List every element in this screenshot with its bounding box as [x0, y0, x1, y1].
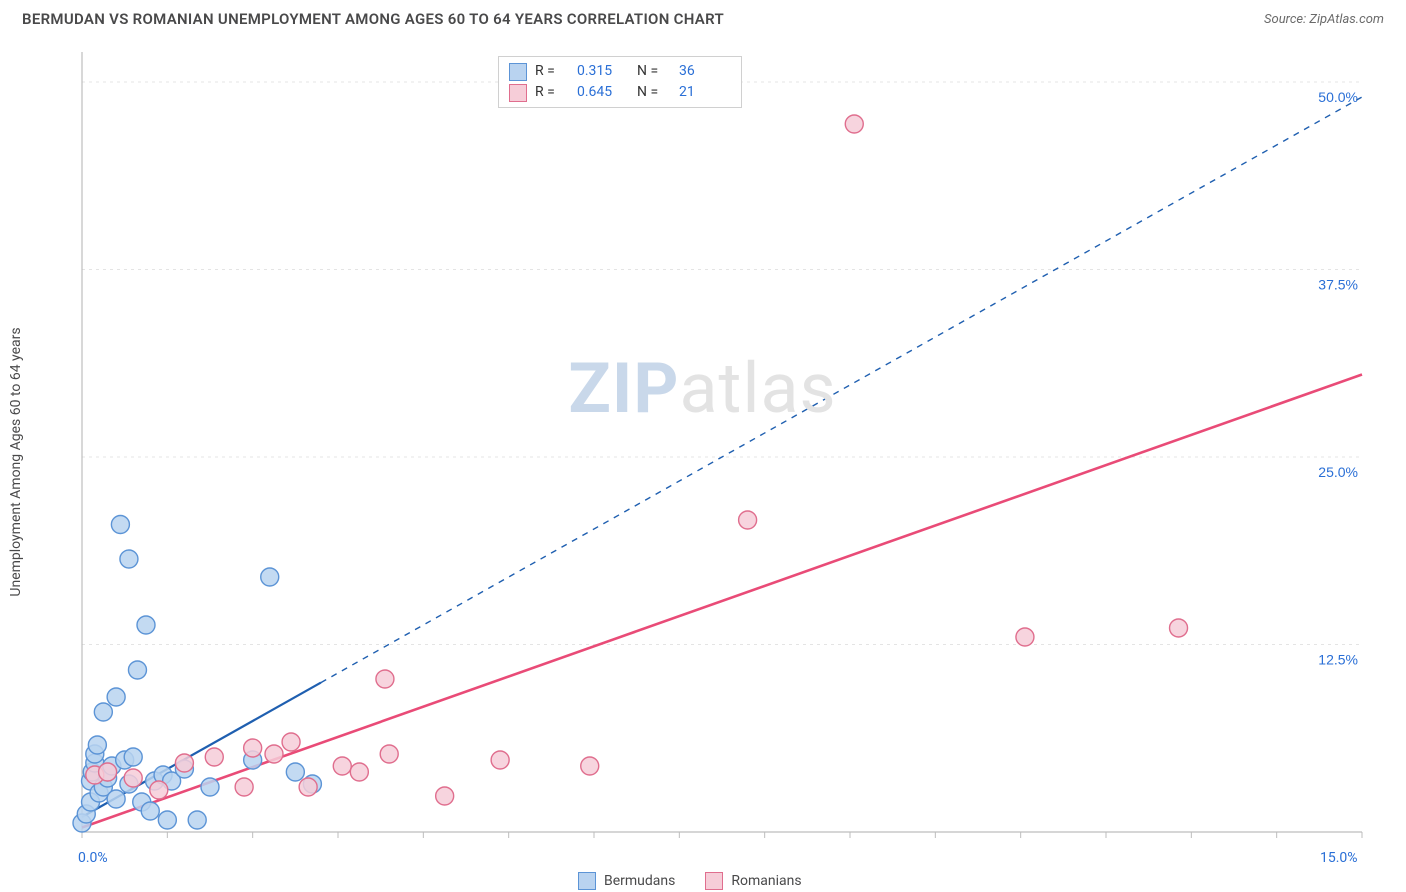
n-value: 21: [679, 82, 731, 103]
legend-row: R = 0.645 N = 21: [509, 82, 731, 103]
r-label: R =: [535, 61, 569, 82]
r-value: 0.315: [577, 61, 629, 82]
x-axis-max: 15.0%: [1320, 850, 1358, 866]
chart-source: Source: ZipAtlas.com: [1264, 12, 1384, 27]
n-label: N =: [637, 82, 671, 103]
y-tick-label: 37.5%: [1318, 277, 1358, 293]
legend-label: Romanians: [731, 873, 801, 889]
chart-title: BERMUDAN VS ROMANIAN UNEMPLOYMENT AMONG …: [22, 10, 724, 28]
legend-item: Romanians: [705, 872, 801, 890]
legend-swatch: [705, 872, 723, 890]
y-axis-label: Unemployment Among Ages 60 to 64 years: [8, 327, 24, 596]
r-value: 0.645: [577, 82, 629, 103]
legend-item: Bermudans: [578, 872, 675, 890]
legend-swatch: [509, 63, 527, 81]
legend-swatch: [509, 84, 527, 102]
x-axis-min: 0.0%: [78, 850, 108, 866]
n-label: N =: [637, 61, 671, 82]
chart-container: Unemployment Among Ages 60 to 64 years 1…: [22, 42, 1384, 882]
y-tick-label: 25.0%: [1318, 464, 1358, 480]
legend-row: R = 0.315 N = 36: [509, 61, 731, 82]
series-legend: Bermudans Romanians: [578, 872, 802, 890]
y-tick-label: 12.5%: [1318, 652, 1358, 668]
scatter-chart: 12.5%25.0%37.5%50.0%: [22, 42, 1382, 882]
legend-swatch: [578, 872, 596, 890]
r-label: R =: [535, 82, 569, 103]
legend-label: Bermudans: [604, 873, 675, 889]
correlation-legend: R = 0.315 N = 36 R = 0.645 N = 21: [498, 56, 742, 108]
chart-header: BERMUDAN VS ROMANIAN UNEMPLOYMENT AMONG …: [0, 0, 1406, 34]
n-value: 36: [679, 61, 731, 82]
